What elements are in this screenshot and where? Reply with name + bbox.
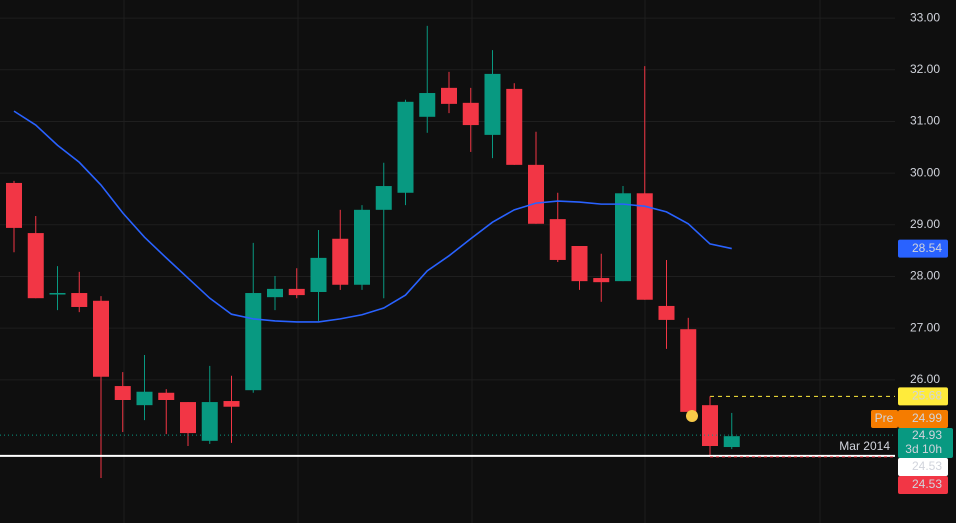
low-price-label-box <box>898 476 948 494</box>
period-price-label-box <box>898 458 948 476</box>
y-tick-label: 29.00 <box>910 217 940 231</box>
candle-body <box>6 182 22 228</box>
last-price-box <box>898 428 953 458</box>
candle-body <box>180 402 196 434</box>
candle-body <box>375 186 392 210</box>
last-price-label: 24.93 <box>912 428 942 442</box>
candle-body <box>158 392 175 401</box>
y-tick-label: 28.00 <box>910 269 940 283</box>
candle-body <box>114 386 131 401</box>
candle-body <box>680 329 697 412</box>
pre-tag-box <box>871 410 898 428</box>
y-tick-label: 30.00 <box>910 165 940 179</box>
candle-body <box>636 193 653 300</box>
candle-body <box>288 288 305 296</box>
candle-body <box>49 293 66 295</box>
countdown-label: 3d 10h <box>905 442 942 456</box>
candle-body <box>201 402 218 441</box>
candle-body <box>71 293 88 307</box>
candle-body <box>484 73 501 135</box>
candle-body <box>658 305 675 320</box>
candle-body <box>571 245 588 282</box>
y-tick-label: 33.00 <box>910 10 940 24</box>
y-tick-label: 31.00 <box>910 114 940 128</box>
high-price-label-box <box>898 387 948 406</box>
event-marker <box>686 410 698 422</box>
ma-price-label: 28.54 <box>912 241 942 255</box>
candle-body <box>267 288 283 298</box>
y-tick-label: 26.00 <box>910 372 940 386</box>
moving-average-line <box>13 110 732 323</box>
pre-tag: Pre <box>875 411 894 425</box>
candle-body <box>419 93 436 117</box>
candle-body <box>506 88 523 165</box>
candle-body <box>332 238 349 285</box>
y-tick-label: 27.00 <box>910 320 940 334</box>
low-price-label: 24.53 <box>912 477 942 491</box>
candle-body <box>397 101 414 193</box>
pre-price-label: 24.99 <box>912 411 942 425</box>
candle-body <box>93 300 109 377</box>
candle-body <box>354 209 370 285</box>
candle-body <box>27 233 44 299</box>
candle-body <box>723 436 740 448</box>
candle-body <box>310 257 327 292</box>
period-price-label: 24.53 <box>912 459 942 473</box>
candle-body <box>593 278 610 283</box>
candle-body <box>528 164 544 224</box>
candle-body <box>223 401 240 407</box>
y-tick-label: 32.00 <box>910 62 940 76</box>
candle-body <box>245 293 262 391</box>
candle-body <box>702 405 718 446</box>
period-tag: Mar 2014 <box>839 439 890 453</box>
candle-body <box>441 87 457 104</box>
pre-price-label-box <box>898 410 948 428</box>
candle-body <box>615 193 631 282</box>
candle-body <box>136 391 153 406</box>
candle-body <box>549 219 566 260</box>
high-price-label: 25.68 <box>912 389 942 403</box>
candle-body <box>462 102 479 126</box>
ma-price-label-box <box>898 239 948 258</box>
